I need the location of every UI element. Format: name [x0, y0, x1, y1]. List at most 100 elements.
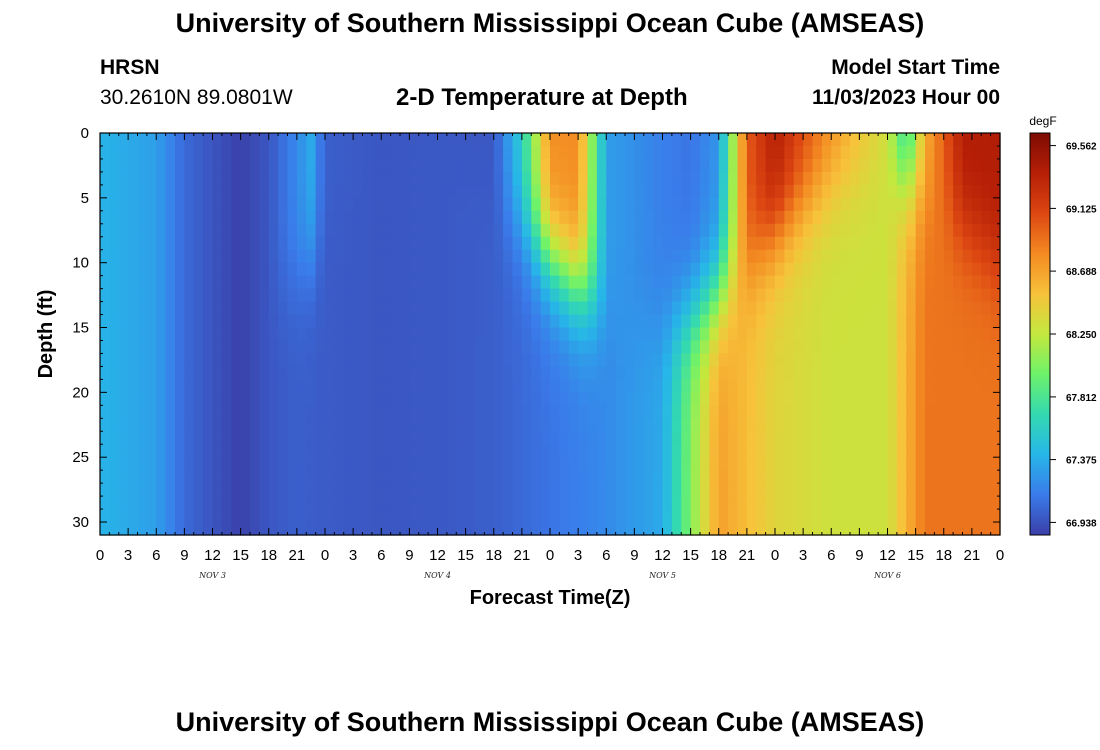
- heatmap-cell: [878, 418, 889, 432]
- heatmap-cell: [484, 301, 495, 316]
- heatmap-cell: [390, 340, 401, 355]
- heatmap-cell: [353, 444, 364, 458]
- heatmap-cell: [484, 522, 495, 536]
- heatmap-cell: [878, 288, 889, 303]
- heatmap-cell: [231, 405, 242, 419]
- heatmap-cell: [568, 327, 579, 342]
- heatmap-cell: [915, 379, 926, 393]
- heatmap-cell: [521, 288, 532, 303]
- heatmap-cell: [803, 236, 814, 251]
- heatmap-cell: [353, 133, 364, 147]
- heatmap-cell: [381, 145, 392, 160]
- heatmap-cell: [662, 444, 673, 458]
- heatmap-cell: [559, 197, 570, 212]
- heatmap-cell: [109, 236, 120, 251]
- heatmap-cell: [681, 236, 692, 251]
- heatmap-cell: [596, 133, 607, 147]
- heatmap-cell: [690, 275, 701, 290]
- heatmap-cell: [231, 444, 242, 458]
- heatmap-cell: [362, 184, 373, 199]
- heatmap-cell: [512, 133, 523, 147]
- heatmap-cell: [306, 210, 317, 225]
- heatmap-cell: [681, 210, 692, 225]
- heatmap-cell: [550, 133, 560, 147]
- heatmap-cell: [606, 470, 617, 484]
- heatmap-cell: [165, 418, 176, 432]
- heatmap-cell: [868, 431, 879, 445]
- heatmap-cell: [812, 327, 823, 342]
- heatmap-cell: [446, 158, 457, 173]
- heatmap-cell: [971, 379, 982, 393]
- heatmap-cell: [353, 301, 364, 316]
- heatmap-cell: [306, 522, 317, 536]
- heatmap-cell: [540, 133, 551, 147]
- heatmap-cell: [531, 301, 542, 316]
- heatmap-cell: [550, 470, 560, 484]
- heatmap-cell: [287, 171, 298, 186]
- heatmap-cell: [156, 171, 167, 186]
- heatmap-cell: [250, 158, 260, 173]
- heatmap-cell: [596, 171, 607, 186]
- heatmap-cell: [343, 314, 354, 329]
- heatmap-cell: [550, 327, 560, 342]
- heatmap-cell: [953, 353, 964, 368]
- heatmap-cell: [718, 392, 729, 406]
- heatmap-cell: [428, 223, 439, 238]
- heatmap-cell: [784, 249, 795, 264]
- heatmap-cell: [943, 353, 954, 368]
- heatmap-cell: [437, 145, 448, 160]
- heatmap-cell: [596, 275, 607, 290]
- heatmap-cell: [812, 444, 823, 458]
- heatmap-cell: [128, 314, 139, 329]
- heatmap-cell: [981, 223, 992, 238]
- heatmap-cell: [371, 522, 382, 536]
- heatmap-cell: [559, 418, 570, 432]
- heatmap-cell: [653, 197, 664, 212]
- heatmap-cell: [437, 353, 448, 368]
- heatmap-cell: [371, 496, 382, 510]
- heatmap-cell: [325, 210, 335, 225]
- heatmap-cell: [700, 158, 710, 173]
- heatmap-cell: [428, 236, 439, 251]
- heatmap-cell: [146, 392, 157, 406]
- heatmap-cell: [118, 327, 129, 342]
- heatmap-cell: [578, 210, 589, 225]
- heatmap-cell: [662, 171, 673, 186]
- heatmap-cell: [400, 327, 410, 342]
- heatmap-cell: [878, 379, 889, 393]
- heatmap-cell: [821, 262, 832, 277]
- heatmap-cell: [146, 327, 157, 342]
- heatmap-cell: [784, 340, 795, 355]
- heatmap-cell: [306, 301, 317, 316]
- heatmap-cell: [203, 327, 214, 342]
- heatmap-cell: [203, 262, 214, 277]
- heatmap-cell: [756, 249, 767, 264]
- heatmap-cell: [831, 133, 842, 147]
- heatmap-cell: [625, 197, 635, 212]
- heatmap-cell: [746, 197, 757, 212]
- heatmap-cell: [831, 288, 842, 303]
- heatmap-cell: [943, 522, 954, 536]
- heatmap-cell: [662, 509, 673, 523]
- heatmap-cell: [850, 288, 860, 303]
- heatmap-cell: [737, 431, 748, 445]
- heatmap-cell: [512, 262, 523, 277]
- y-tick-label: 25: [72, 449, 89, 466]
- heatmap-cell: [643, 483, 654, 497]
- heatmap-cell: [728, 133, 739, 147]
- heatmap-cell: [681, 353, 692, 368]
- date-label: NOV 3: [198, 571, 226, 580]
- heatmap-cell: [662, 262, 673, 277]
- heatmap-cell: [184, 223, 195, 238]
- heatmap-cell: [278, 158, 289, 173]
- heatmap-cell: [709, 314, 720, 329]
- heatmap-cell: [531, 340, 542, 355]
- heatmap-cell: [615, 288, 626, 303]
- heatmap-cell: [137, 392, 148, 406]
- heatmap-cell: [465, 457, 476, 471]
- heatmap-cell: [175, 483, 185, 497]
- heatmap-cell: [812, 275, 823, 290]
- heatmap-cell: [456, 288, 467, 303]
- heatmap-cell: [493, 249, 504, 264]
- heatmap-cell: [437, 184, 448, 199]
